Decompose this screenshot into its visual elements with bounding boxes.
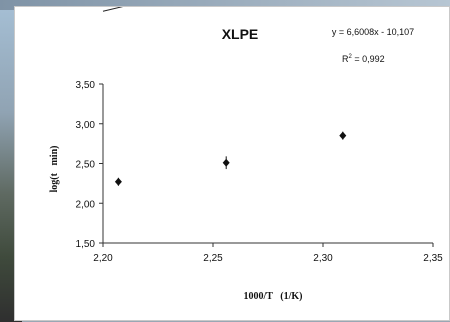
- trendline: [102, 7, 124, 12]
- r-squared-value: = 0,992: [352, 54, 385, 64]
- y-tick-label: 1,50: [76, 239, 96, 250]
- background-top-strip: [0, 0, 450, 10]
- y-tick-label: 2,50: [76, 160, 96, 171]
- r-squared-superscript: 2: [349, 54, 353, 60]
- y-ticks: 3,50 3,00 2,50 2,00 1,50: [76, 80, 103, 250]
- chart-title: XLPE: [222, 26, 259, 42]
- x-axis-label: 1000/T (1/K): [244, 291, 303, 302]
- trendline-equation: y = 6,6008x - 10,107: [332, 27, 414, 37]
- r-squared-annotation: R2 = 0,992: [342, 54, 385, 64]
- point-marker: [339, 131, 347, 140]
- point-marker: [114, 177, 122, 186]
- x-tick-label: 2,20: [93, 253, 113, 264]
- chart-svg: 3,50 3,00 2,50 2,00 1,50 2,20 2,25 2,30 2,35 XL…: [49, 7, 443, 302]
- x-ticks: 2,20 2,25 2,30 2,35: [93, 243, 443, 264]
- r-squared-prefix: R: [342, 54, 349, 64]
- x-tick-label: 2,30: [313, 253, 333, 264]
- data-point: [114, 177, 122, 186]
- chart-panel: 3,50 3,00 2,50 2,00 1,50 2,20 2,25 2,30 2,35 XL…: [14, 6, 450, 321]
- point-marker: [222, 158, 230, 167]
- y-tick-label: 3,50: [76, 80, 96, 91]
- x-tick-label: 2,35: [423, 253, 443, 264]
- y-axis-label: log(t min): [49, 146, 60, 193]
- data-point: [339, 131, 347, 140]
- data-point: [222, 156, 230, 170]
- y-tick-label: 2,00: [76, 199, 96, 210]
- x-tick-label: 2,25: [203, 253, 223, 264]
- data-points: [114, 131, 347, 186]
- y-tick-label: 3,00: [76, 120, 96, 131]
